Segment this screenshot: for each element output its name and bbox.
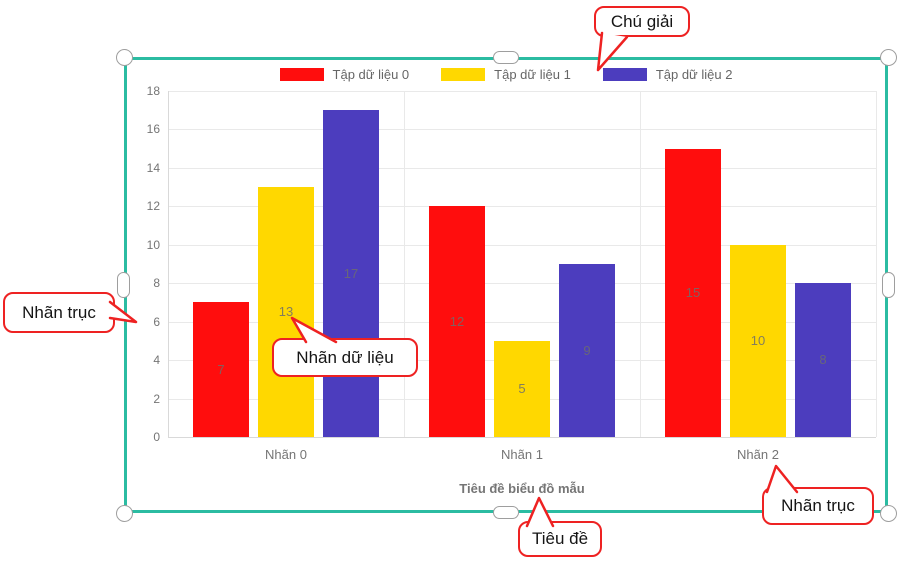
legend-item[interactable]: Tập dữ liệu 2 <box>602 66 733 82</box>
legend-label: Tập dữ liệu 0 <box>332 66 410 82</box>
bar[interactable] <box>323 110 379 437</box>
y-tick-label: 12 <box>146 199 160 214</box>
bar-data-label: 15 <box>685 284 701 300</box>
chart-frame[interactable]: Tập dữ liệu 0 Tập dữ liệu 1 Tập dữ liệu 2 … <box>124 57 888 513</box>
callout-x-axis-label: Nhãn trục <box>781 496 855 515</box>
gridline <box>168 206 876 208</box>
bar[interactable] <box>795 283 851 437</box>
y-tick-label: 10 <box>146 237 160 252</box>
legend-item[interactable]: Tập dữ liệu 1 <box>441 67 571 82</box>
bar[interactable] <box>665 148 721 437</box>
callout-x-axis: Nhãn trục <box>762 487 874 525</box>
legend-item[interactable]: Tập dữ liệu 0 <box>279 66 410 82</box>
y-tick-label: 8 <box>153 276 160 291</box>
bar[interactable] <box>559 264 615 437</box>
bar-data-label: 17 <box>343 265 359 281</box>
bar-data-label: 7 <box>217 361 225 377</box>
gridline <box>168 244 876 246</box>
callout-title: Tiêu đề <box>518 521 602 557</box>
bar-data-label: 8 <box>819 352 827 368</box>
callout-title-label: Tiêu đề <box>531 529 589 548</box>
y-tick-label: 18 <box>146 84 160 98</box>
gridline <box>168 283 876 285</box>
resize-handle-bottom-left[interactable] <box>116 505 133 522</box>
resize-handle-bottom[interactable] <box>493 506 519 519</box>
callout-y-axis-tail <box>108 300 138 324</box>
callout-data-label-label: Nhãn dữ liệu <box>296 347 394 367</box>
bar-data-label: 10 <box>750 332 766 348</box>
callout-legend-tail <box>596 31 629 72</box>
y-tick-label: 2 <box>153 391 160 406</box>
gridline-vertical <box>640 91 641 437</box>
gridline <box>168 129 876 131</box>
resize-handle-top-right[interactable] <box>880 49 897 66</box>
resize-handle-bottom-right[interactable] <box>880 505 897 522</box>
callout-data-label-tail <box>290 316 338 344</box>
gridline-vertical <box>168 91 169 437</box>
x-axis-label: Nhãn 0 <box>265 447 307 462</box>
callout-y-axis: Nhãn trục <box>3 292 115 333</box>
y-tick-label: 14 <box>146 160 160 175</box>
bar-data-label: 5 <box>518 380 526 396</box>
legend-label: Tập dữ liệu 1 <box>494 66 571 82</box>
legend-swatch-icon <box>441 67 486 81</box>
y-tick-label: 16 <box>146 122 160 137</box>
callout-title-tail <box>525 496 555 528</box>
x-axis-label: Nhãn 1 <box>501 447 543 462</box>
gridline-vertical <box>404 91 405 437</box>
gridline <box>168 437 876 438</box>
resize-handle-right[interactable] <box>882 272 895 298</box>
legend-label: Tập dữ liệu 2 <box>655 66 733 82</box>
x-axis-label: Nhãn 2 <box>737 447 779 462</box>
y-tick-label: 0 <box>153 430 160 444</box>
callout-data-label: Nhãn dữ liệu <box>272 338 418 377</box>
resize-handle-top-left[interactable] <box>116 49 133 66</box>
callout-y-axis-label: Nhãn trục <box>22 302 96 322</box>
bar[interactable] <box>429 206 485 437</box>
resize-handle-top[interactable] <box>493 51 519 64</box>
y-tick-label: 6 <box>153 314 160 329</box>
chart-title: Tiêu đề biểu đồ mẫu <box>459 481 585 496</box>
gridline-vertical <box>876 91 877 437</box>
chart-legend: Tập dữ liệu 0 Tập dữ liệu 1 Tập dữ liệu 2 <box>127 65 885 83</box>
callout-x-axis-tail <box>765 464 799 494</box>
gridline <box>168 321 876 323</box>
legend-swatch-icon <box>602 67 647 81</box>
callout-legend: Chú giải <box>594 6 690 37</box>
bar[interactable] <box>494 340 550 437</box>
resize-handle-left[interactable] <box>117 272 130 298</box>
bar[interactable] <box>193 302 249 437</box>
legend-swatch-icon <box>279 67 324 81</box>
gridline <box>168 167 876 169</box>
bar-data-label: 9 <box>583 342 591 358</box>
y-tick-label: 4 <box>153 353 160 368</box>
bar[interactable] <box>730 244 786 437</box>
bar[interactable] <box>258 187 314 437</box>
bar-data-label: 12 <box>449 313 465 329</box>
bar-data-label: 13 <box>278 304 294 320</box>
gridline <box>168 91 876 92</box>
callout-legend-label: Chú giải <box>610 11 674 31</box>
